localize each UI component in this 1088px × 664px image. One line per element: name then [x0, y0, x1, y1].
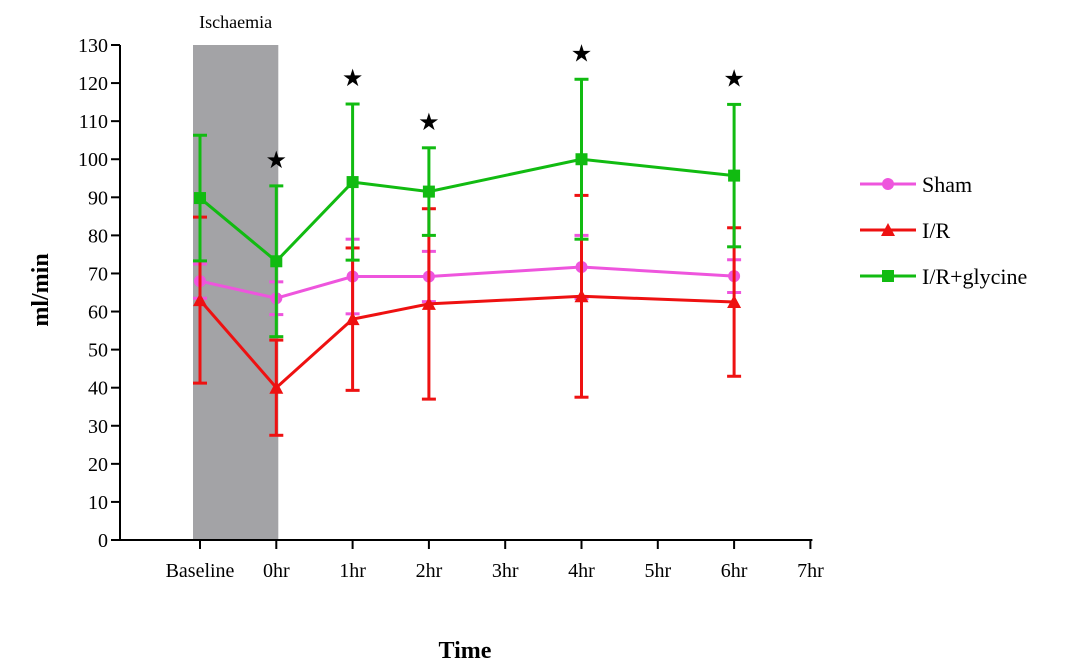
data-point	[727, 295, 742, 309]
legend-label: Sham	[922, 172, 972, 197]
x-axis-title: Time	[439, 638, 492, 664]
y-tick-label: 110	[79, 111, 108, 133]
y-tick-label: 60	[88, 302, 108, 324]
y-tick-label: 120	[78, 73, 108, 95]
legend-label: I/R+glycine	[922, 264, 1027, 289]
legend-entry: I/R	[860, 218, 950, 243]
significance-star: ★	[571, 39, 593, 67]
x-tick-label: 5hr	[644, 560, 671, 582]
x-tick-label: 2hr	[416, 560, 443, 582]
x-tick-label: Baseline	[166, 560, 235, 582]
series-group	[193, 77, 742, 437]
data-point	[269, 380, 284, 394]
series-i-r-glycine	[193, 77, 742, 339]
ischaemia-shaded-region	[193, 45, 279, 540]
legend: Sham I/R I/R+glycine	[860, 172, 1027, 289]
data-point	[728, 169, 741, 182]
y-tick-label: 70	[88, 263, 108, 285]
data-point	[193, 293, 207, 307]
significance-markers: ★ ★ ★ ★ ★	[266, 39, 745, 174]
data-point	[574, 289, 589, 303]
series-line	[199, 265, 735, 300]
data-point	[575, 153, 588, 166]
legend-marker	[881, 223, 895, 236]
legend-entry: Sham	[860, 172, 972, 197]
x-tick-label: 1hr	[339, 560, 366, 582]
data-point	[421, 296, 436, 310]
x-tick-label: 4hr	[568, 560, 595, 582]
legend-label: I/R	[922, 218, 950, 243]
series-i-r	[193, 193, 742, 437]
significance-star: ★	[418, 108, 440, 136]
significance-star: ★	[266, 146, 288, 174]
data-point	[422, 185, 435, 198]
y-tick-label: 130	[78, 35, 108, 57]
y-axis-title: ml/min	[28, 253, 54, 326]
significance-star: ★	[342, 64, 364, 92]
series-line	[198, 294, 735, 390]
legend-entry: I/R+glycine	[860, 264, 1027, 289]
ischaemia-label: Ischaemia	[199, 12, 272, 32]
y-tick-label: 0	[98, 530, 108, 552]
x-tick-label: 3hr	[492, 560, 519, 582]
data-point	[345, 312, 360, 326]
y-tick-label: 90	[88, 187, 108, 209]
data-point	[270, 255, 283, 268]
x-tick-label: 7hr	[797, 560, 824, 582]
data-point	[194, 192, 206, 205]
y-tick-label: 40	[88, 378, 108, 400]
data-point	[346, 176, 359, 189]
y-tick-label: 80	[88, 225, 108, 247]
x-tick-label: 6hr	[721, 560, 748, 582]
legend-marker	[882, 178, 894, 190]
ischaemia-band: Ischaemia	[193, 12, 279, 540]
series-line	[199, 157, 735, 264]
y-tick-label: 30	[88, 416, 108, 438]
axes: 0 10 20 30 40 50 60 70 80 90 100 110 120 130 Baseline 0…	[78, 35, 824, 582]
y-tick-label: 100	[78, 149, 108, 171]
legend-marker	[882, 270, 894, 282]
y-tick-label: 10	[88, 492, 108, 514]
y-tick-label: 20	[88, 454, 108, 476]
y-tick-label: 50	[88, 340, 108, 362]
significance-star: ★	[723, 64, 745, 92]
x-tick-label: 0hr	[263, 560, 290, 582]
